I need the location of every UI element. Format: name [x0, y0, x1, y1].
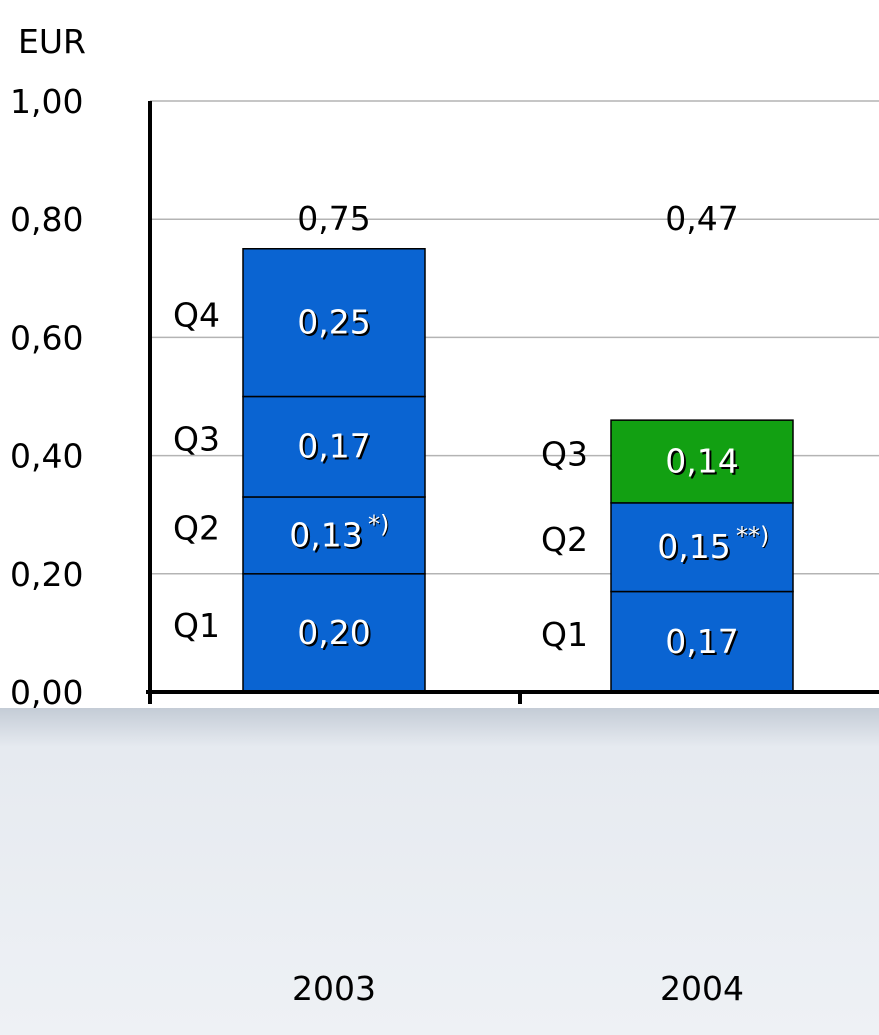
quarter-label: Q3 — [173, 420, 220, 459]
bar-segment — [242, 573, 426, 693]
y-tick-label: 0,20 — [10, 555, 83, 594]
footnote-mark-shadow: **) — [737, 523, 770, 551]
unit-label: EUR — [18, 22, 86, 61]
segment-value-label: 0,20 — [297, 613, 370, 652]
segment-value-label: 0,13 — [289, 515, 362, 554]
bar-segment — [610, 419, 794, 504]
segment-value-shadow: 0,20 — [299, 615, 372, 654]
bar-segment — [242, 496, 426, 575]
segment-value-label: 0,14 — [665, 442, 738, 481]
segment-value-label: 0,15 — [657, 527, 730, 566]
segment-value-shadow: 0,15 — [659, 529, 732, 568]
segment-value-shadow: 0,17 — [299, 429, 372, 468]
bar-segment — [242, 248, 426, 398]
y-tick-label: 0,00 — [10, 673, 83, 712]
y-tick-label: 0,80 — [10, 200, 83, 239]
quarter-label: Q2 — [173, 508, 220, 547]
bars — [242, 248, 794, 693]
footnote-mark: **) — [736, 522, 769, 550]
segment-value-label: 0,25 — [297, 303, 370, 342]
quarter-label: Q1 — [173, 606, 220, 645]
segment-value-shadow: 0,17 — [667, 624, 740, 663]
segment-value-label: 0,17 — [665, 622, 738, 661]
axes — [146, 101, 879, 704]
footnote-mark: *) — [368, 510, 389, 538]
footer-band — [0, 708, 879, 1035]
quarter-label: Q2 — [541, 520, 588, 559]
labels: 0,000,200,400,600,801,00EUR0,200,20Q10,1… — [10, 22, 770, 1008]
quarter-label: Q1 — [541, 615, 588, 654]
footnote-mark-shadow: *) — [369, 511, 390, 539]
segment-value-shadow: 0,25 — [299, 305, 372, 344]
y-tick-label: 0,40 — [10, 437, 83, 476]
y-tick-label: 1,00 — [10, 82, 83, 121]
segment-value-shadow: 0,14 — [667, 444, 740, 483]
segment-value-label: 0,17 — [297, 427, 370, 466]
bar-total-label: 0,75 — [297, 199, 370, 238]
segment-value-shadow: 0,13 — [291, 517, 364, 556]
quarter-label: Q3 — [541, 435, 588, 474]
bar-total-label: 0,47 — [665, 199, 738, 238]
x-category-label: 2003 — [292, 969, 376, 1008]
x-category-label: 2004 — [660, 969, 744, 1008]
y-tick-label: 0,60 — [10, 318, 83, 357]
quarter-label: Q4 — [173, 296, 220, 335]
